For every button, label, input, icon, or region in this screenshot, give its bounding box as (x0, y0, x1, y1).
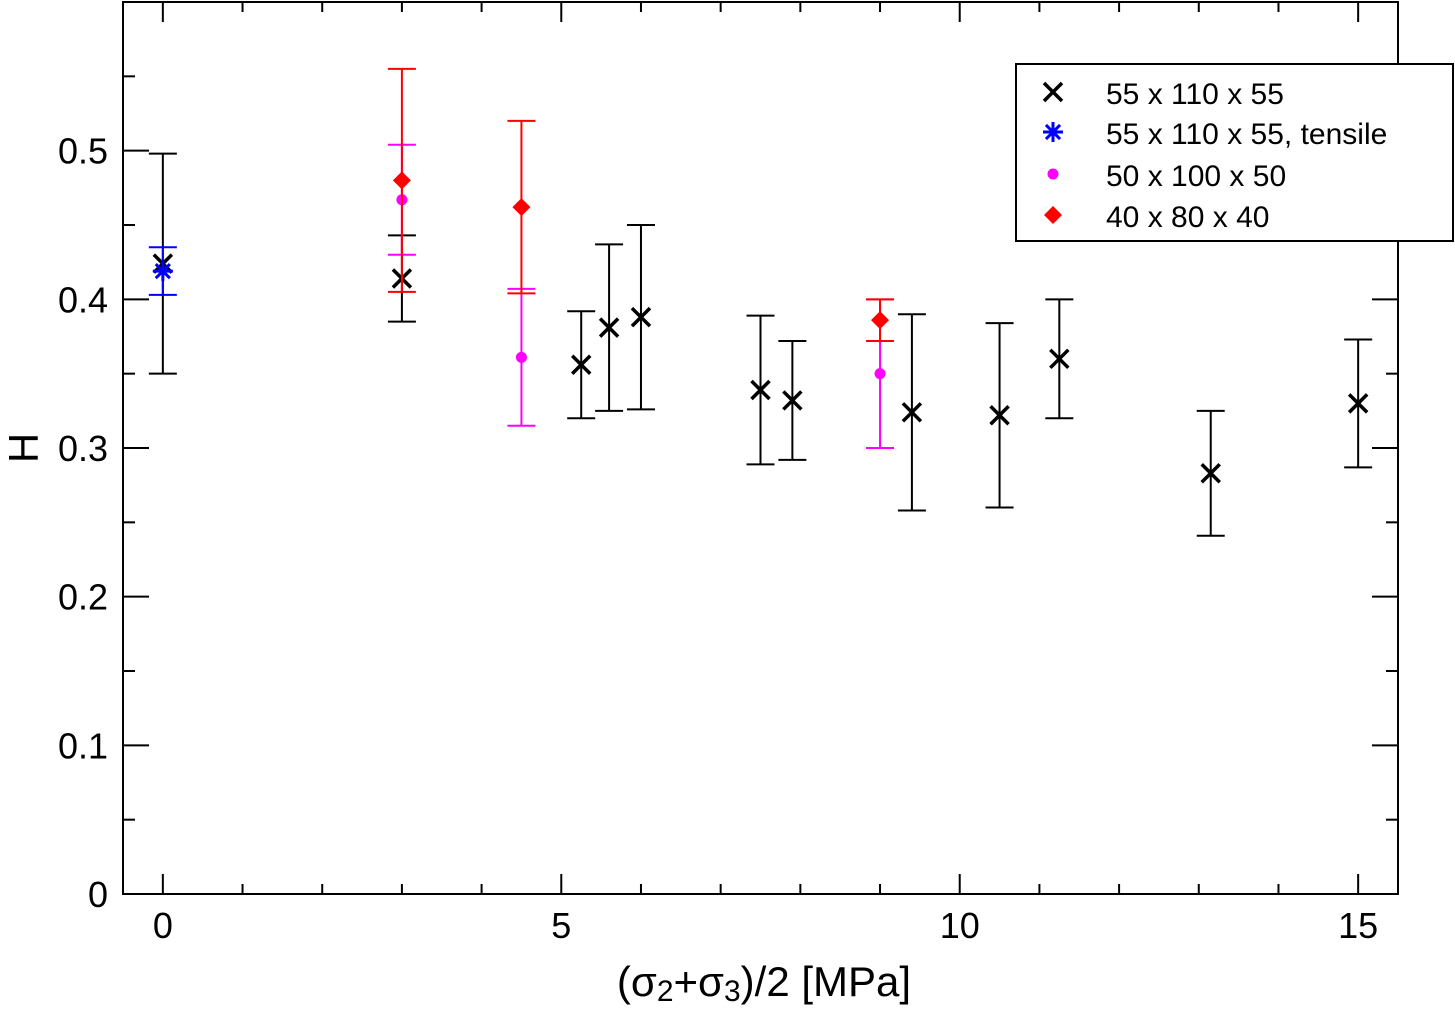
data-point (387, 67, 416, 293)
data-point (897, 313, 926, 512)
x-tick-label: 0 (153, 905, 173, 946)
y-tick-label: 0.4 (58, 279, 108, 320)
legend-box (1015, 63, 1454, 242)
data-point (1344, 338, 1373, 469)
marker-x-stroke (1347, 393, 1369, 414)
data-point (778, 339, 807, 461)
series-x (148, 152, 1373, 537)
marker-x-stroke (598, 317, 620, 338)
data-point (507, 287, 536, 427)
x-tick-label: 5 (551, 905, 571, 946)
marker-dot (874, 368, 886, 380)
legend-label: 55 x 110 x 55 (1106, 78, 1284, 111)
marker-x-stroke (1049, 348, 1070, 370)
data-marks (148, 67, 1373, 537)
series-asterisk (148, 246, 177, 296)
marker-dot (515, 351, 527, 363)
marker-dot (1047, 168, 1059, 180)
data-point (1196, 409, 1225, 537)
y-tick-label: 0.5 (58, 131, 108, 172)
marker-x-stroke (750, 379, 771, 401)
legend-entry: 55 x 110 x 55, tensile (1043, 118, 1387, 151)
marker-diamond (512, 198, 531, 217)
marker-x-stroke (782, 390, 803, 411)
legend-label: 50 x 100 x 50 (1106, 160, 1286, 193)
series-diamond (387, 67, 895, 342)
legend-label: 55 x 110 x 55, tensile (1106, 118, 1387, 151)
axis-tick-labels: 0 5 10 15 0 0.1 0.2 0.3 0.4 0.5 (58, 131, 1378, 946)
x-tick-label: 10 (940, 905, 980, 946)
marker-diamond (871, 311, 890, 330)
data-point (746, 314, 775, 466)
y-tick-label: 0.3 (58, 428, 108, 469)
data-point (1045, 298, 1074, 420)
marker-x-stroke (901, 402, 923, 423)
marker-x-stroke (989, 405, 1010, 426)
legend-entry: 40 x 80 x 40 (1044, 201, 1269, 234)
x-tick-label: 15 (1338, 905, 1378, 946)
y-tick-label: 0.1 (58, 725, 108, 766)
marker-diamond (1044, 206, 1062, 224)
data-point (507, 119, 536, 295)
data-point (866, 298, 895, 342)
marker-asterisk-stroke (1044, 123, 1062, 141)
legend-entry: 50 x 100 x 50 (1047, 160, 1286, 193)
legend-marker-x (1042, 81, 1064, 103)
marker-x-stroke (570, 354, 592, 375)
y-axis-title: H (0, 433, 47, 463)
data-point (567, 310, 596, 420)
legend-label: 40 x 80 x 40 (1106, 201, 1269, 234)
legend-marker-diamond (1044, 206, 1062, 224)
legend: 55 x 110 x 55 55 x 110 x 55, tensile 50 … (1015, 63, 1454, 242)
axis-ticks (123, 0, 1398, 895)
marker-asterisk-stroke (154, 262, 171, 280)
marker-diamond (392, 171, 411, 190)
legend-entry: 55 x 110 x 55 (1042, 78, 1284, 111)
data-point (595, 243, 624, 412)
data-point (985, 322, 1014, 509)
marker-x-stroke (1200, 463, 1221, 484)
legend-marker-asterisk (1043, 122, 1063, 142)
x-axis-title: (σ2+σ3)/2 [MPa] (617, 958, 911, 1008)
data-point (148, 246, 177, 296)
data-point (626, 224, 655, 411)
y-tick-label: 0 (88, 874, 108, 915)
y-tick-label: 0.2 (58, 577, 108, 618)
marker-x-stroke (630, 306, 652, 328)
marker-x-stroke (1042, 81, 1064, 103)
legend-marker-dot (1047, 168, 1059, 180)
